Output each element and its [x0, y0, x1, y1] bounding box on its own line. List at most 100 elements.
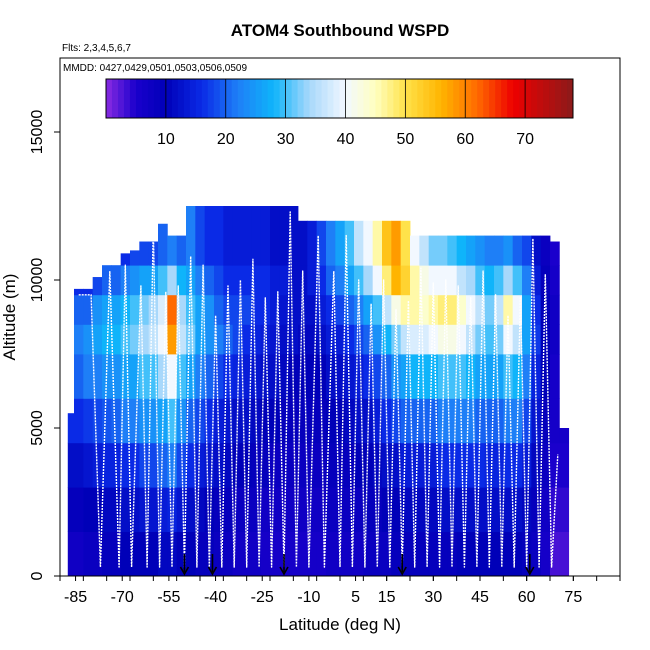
heat-cell — [382, 324, 392, 355]
heat-cell — [550, 487, 560, 532]
heat-cell — [270, 206, 280, 266]
heat-cell — [307, 220, 318, 266]
colorbar-swatch — [489, 79, 496, 118]
heat-cell — [279, 442, 290, 488]
heat-cell — [559, 428, 570, 444]
heat-cell — [251, 354, 262, 399]
heat-cell — [363, 531, 374, 577]
heat-cell — [475, 294, 486, 325]
heat-cell — [354, 398, 364, 444]
heat-cell — [372, 294, 383, 325]
heat-cell — [531, 442, 542, 488]
heat-cell — [428, 442, 439, 488]
heat-cell — [372, 324, 383, 355]
heat-cell — [400, 531, 411, 577]
colorbar-swatch — [549, 79, 556, 118]
heat-cell — [391, 487, 402, 532]
heat-cell — [382, 220, 392, 266]
heat-cell — [326, 398, 336, 444]
heat-cell — [242, 398, 252, 444]
heat-cell — [400, 354, 411, 399]
heat-cell — [400, 487, 411, 532]
heat-cell — [344, 265, 355, 296]
heat-cell — [447, 324, 458, 355]
colorbar-tick-label: 60 — [456, 131, 474, 148]
dates-label: MMDD: 0427,0429,0501,0503,0506,0509 — [63, 63, 247, 74]
heat-cell — [391, 265, 402, 296]
heat-cell — [494, 265, 504, 296]
heat-cell — [251, 265, 262, 296]
colorbar-swatch — [189, 79, 197, 118]
heat-cell — [167, 324, 178, 355]
heat-cell — [363, 354, 374, 399]
heat-cell — [111, 398, 122, 444]
heat-cell — [419, 354, 430, 399]
heat-cell — [92, 324, 103, 355]
colorbar-tick-label: 50 — [396, 131, 414, 148]
heat-cell — [494, 235, 504, 266]
heat-cell — [410, 398, 420, 444]
heat-cell — [466, 354, 476, 399]
colorbar-swatch — [231, 79, 239, 118]
heat-cell — [195, 531, 206, 577]
heat-cell — [102, 324, 112, 355]
heat-cell — [158, 223, 168, 266]
heat-cell — [484, 294, 495, 325]
heat-cell — [475, 531, 486, 577]
heat-cell — [316, 220, 327, 266]
heat-cell — [307, 265, 318, 296]
heat-cell — [298, 487, 308, 532]
heat-cell — [512, 324, 523, 355]
y-axis: 0 5000 10000 15000 — [29, 58, 61, 580]
heat-cell — [335, 398, 346, 444]
heat-cell — [74, 487, 84, 532]
heat-cell — [232, 531, 243, 577]
heat-cell — [260, 206, 271, 266]
heat-cell — [288, 324, 299, 355]
heat-cell — [279, 487, 290, 532]
heat-cell — [83, 531, 94, 577]
heat-cell — [400, 265, 411, 296]
heat-cell — [512, 354, 523, 399]
heat-cell — [559, 487, 570, 532]
colorbar-swatch — [435, 79, 442, 118]
heat-cell — [223, 442, 234, 488]
heat-cell — [195, 324, 206, 355]
heat-cell — [260, 398, 271, 444]
heat-cell — [223, 206, 234, 266]
heat-cell — [195, 265, 206, 296]
x-axis-label: Latitude (deg N) — [279, 615, 401, 634]
colorbar-swatch — [363, 79, 370, 118]
colorbar-swatch — [243, 79, 251, 118]
colorbar-swatch — [519, 79, 526, 118]
heat-cell — [372, 487, 383, 532]
heat-cell — [475, 442, 486, 488]
heat-cell — [102, 294, 112, 325]
colorbar-swatch — [333, 79, 340, 118]
heat-cell — [270, 487, 280, 532]
colorbar-swatch — [381, 79, 388, 118]
heat-cell — [484, 442, 495, 488]
heat-cell — [419, 324, 430, 355]
heat-cell — [223, 265, 234, 296]
heat-cell — [354, 487, 364, 532]
heat-cell — [354, 442, 364, 488]
heat-cell — [74, 294, 84, 325]
heat-cell — [354, 354, 364, 399]
heat-cell — [130, 250, 140, 266]
heat-cell — [74, 324, 84, 355]
heat-cell — [232, 354, 243, 399]
heat-cell — [130, 294, 140, 325]
heat-cell — [438, 265, 448, 296]
heat-cell — [447, 398, 458, 444]
heat-cell — [298, 354, 308, 399]
heat-cell — [102, 531, 112, 577]
heat-cell — [335, 354, 346, 399]
heat-cell — [270, 324, 280, 355]
heat-cell — [83, 288, 94, 296]
heat-cell — [503, 487, 514, 532]
heat-cell — [120, 442, 131, 488]
colorbar-swatch — [561, 79, 568, 118]
heat-cell — [214, 324, 224, 355]
